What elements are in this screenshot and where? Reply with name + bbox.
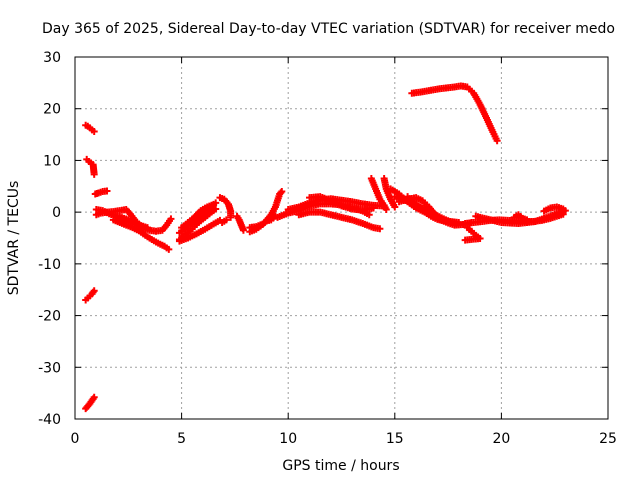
data-point (278, 187, 286, 195)
y-tick-label: 10 (43, 153, 61, 169)
y-tick-label: -10 (38, 257, 61, 273)
data-point (461, 236, 469, 244)
data-point (369, 204, 377, 212)
x-tick-label: 15 (386, 431, 404, 447)
data-point (227, 213, 235, 221)
y-tick-label: 20 (43, 102, 61, 118)
x-tick-label: 20 (492, 431, 510, 447)
chart-title: Day 365 of 2025, Sidereal Day-to-day VTE… (42, 21, 615, 37)
data-point (523, 216, 531, 224)
plot-frame (74, 56, 609, 420)
grid (75, 57, 608, 419)
y-tick-label: -20 (38, 309, 61, 325)
axis-ticks (74, 56, 609, 420)
data-points (82, 82, 569, 413)
y-tick-label: -30 (38, 360, 61, 376)
data-point (103, 187, 111, 195)
data-point (167, 215, 175, 223)
data-point (90, 393, 98, 401)
data-point (493, 137, 501, 145)
y-tick-label: -40 (38, 412, 61, 428)
data-point (239, 226, 247, 234)
data-point (277, 189, 285, 197)
y-tick-label: 30 (43, 50, 61, 66)
x-tick-label: 10 (279, 431, 297, 447)
data-point (376, 225, 384, 233)
x-tick-label: 5 (177, 431, 186, 447)
data-point (559, 205, 567, 213)
data-point (143, 224, 151, 232)
data-point (90, 127, 98, 135)
x-axis-label: GPS time / hours (282, 458, 399, 474)
y-axis-label: SDTVAR / TECUs (6, 181, 22, 296)
y-axis-tick-labels: -40 -30 -20 -10 0 10 20 30 (38, 50, 61, 428)
data-point (212, 205, 220, 213)
data-point (365, 211, 373, 219)
data-point (382, 206, 390, 214)
x-tick-label: 0 (71, 431, 80, 447)
data-point (222, 216, 230, 224)
data-point (210, 200, 218, 208)
data-point (391, 203, 399, 211)
x-axis-tick-labels: 0 5 10 15 20 25 (71, 431, 617, 447)
data-point (139, 225, 147, 233)
data-point (165, 245, 173, 253)
x-tick-label: 25 (599, 431, 617, 447)
data-point (90, 170, 98, 178)
y-tick-label: 0 (52, 205, 61, 221)
data-point (90, 287, 98, 295)
data-point (455, 218, 463, 226)
